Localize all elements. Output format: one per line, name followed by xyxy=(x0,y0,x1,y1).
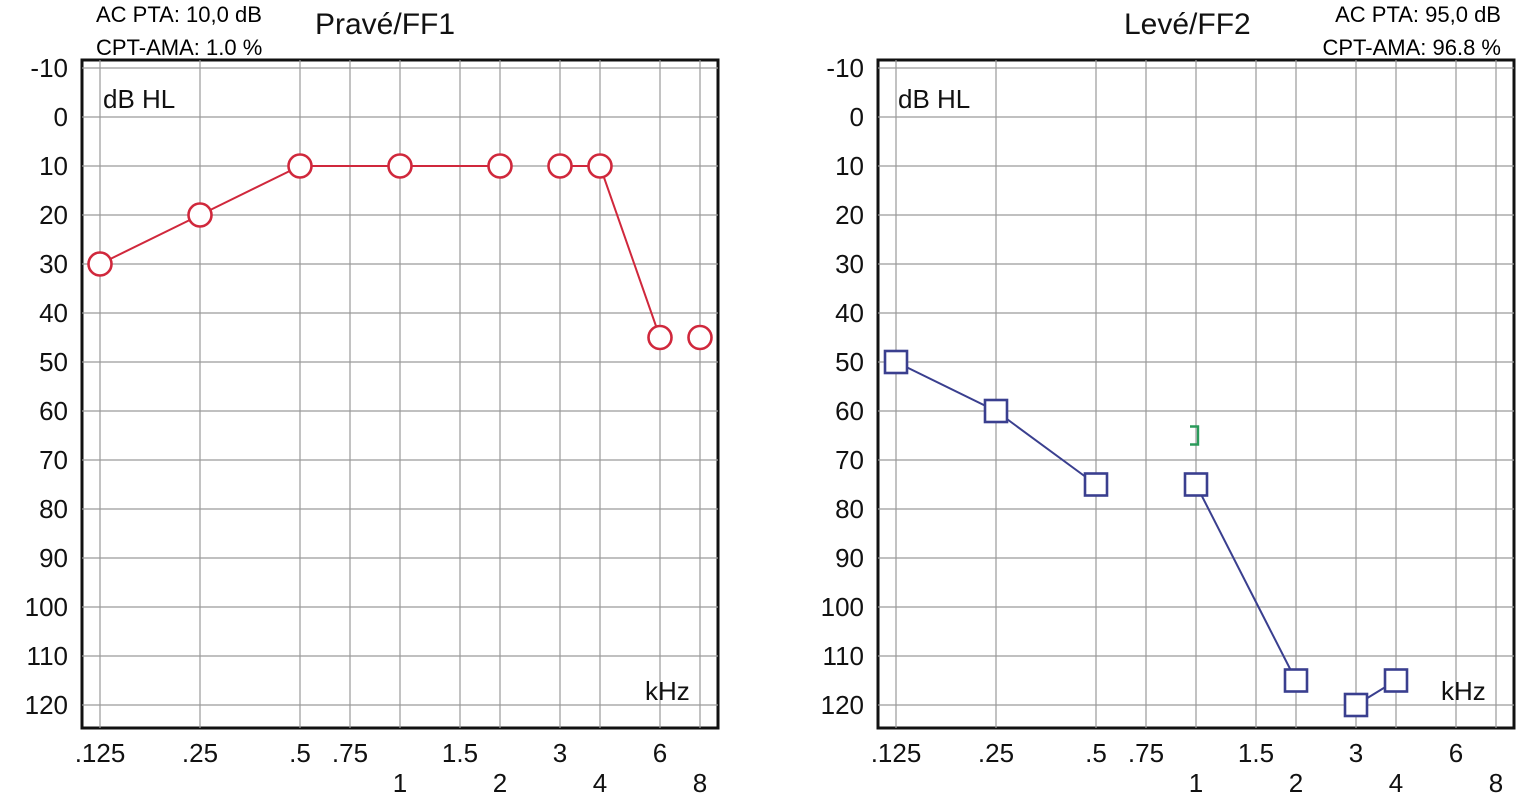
y-tick-label: 70 xyxy=(39,445,68,475)
right-ear-markers xyxy=(87,153,713,351)
left-ear-x-ticks: .125 .25 .5 .75 1.5 3 6 1 2 4 8 xyxy=(871,738,1504,798)
right-ear-series-segment xyxy=(560,165,661,338)
y-tick-label: -10 xyxy=(826,53,864,83)
y-tick-label: 120 xyxy=(25,690,68,720)
left-ear-markers xyxy=(883,349,1409,718)
x-tick-label: 3 xyxy=(553,738,567,768)
right-ear-cpt-ama: CPT-AMA: 1.0 % xyxy=(96,35,262,60)
x-tick-label: 8 xyxy=(693,768,707,798)
right-ear-data-point xyxy=(487,153,513,179)
right-ear-data-point xyxy=(287,153,313,179)
y-tick-label: 30 xyxy=(835,249,864,279)
right-ear-y-ticks: -10 0 10 20 30 40 50 60 70 80 90 100 110 120 xyxy=(25,53,68,720)
x-tick-label: .125 xyxy=(871,738,922,768)
x-tick-label: .125 xyxy=(75,738,126,768)
right-ear-data-point xyxy=(187,202,213,228)
y-tick-label: 40 xyxy=(835,298,864,328)
y-tick-label: 60 xyxy=(835,396,864,426)
x-tick-label: 1 xyxy=(1189,768,1203,798)
y-tick-label: 20 xyxy=(835,200,864,230)
y-tick-label: 120 xyxy=(821,690,864,720)
y-tick-label: 100 xyxy=(821,592,864,622)
y-tick-label: 40 xyxy=(39,298,68,328)
x-tick-label: .5 xyxy=(1085,738,1107,768)
x-tick-label: 8 xyxy=(1489,768,1503,798)
right-ear-data-point xyxy=(587,153,613,179)
y-tick-label: 80 xyxy=(39,494,68,524)
right-ear-data-point xyxy=(547,153,573,179)
left-ear-data-point xyxy=(1283,668,1309,693)
left-ear-data-point xyxy=(1383,668,1409,693)
left-ear-data-point xyxy=(983,398,1009,424)
y-tick-label: 100 xyxy=(25,592,68,622)
y-tick-label: 50 xyxy=(835,347,864,377)
x-tick-label: .75 xyxy=(332,738,368,768)
left-ear-data-point xyxy=(883,349,909,375)
x-tick-label: 2 xyxy=(493,768,507,798)
left-ear-data-point xyxy=(1083,472,1109,497)
x-tick-label: 4 xyxy=(1389,768,1403,798)
y-tick-label: 20 xyxy=(39,200,68,230)
y-tick-label: 10 xyxy=(835,151,864,181)
left-ear-title: Levé/FF2 xyxy=(1124,8,1251,41)
x-tick-label: 4 xyxy=(593,768,607,798)
x-tick-label: 6 xyxy=(653,738,667,768)
x-tick-label: .5 xyxy=(289,738,311,768)
y-tick-label: 10 xyxy=(39,151,68,181)
left-ear-cpt-ama: CPT-AMA: 96.8 % xyxy=(1322,35,1501,60)
y-tick-label: 110 xyxy=(823,641,864,671)
x-tick-label: 1.5 xyxy=(1238,738,1274,768)
y-tick-label: 80 xyxy=(835,494,864,524)
right-ear-x-ticks: .125 .25 .5 .75 1.5 3 6 1 2 4 8 xyxy=(75,738,708,798)
right-ear-data-point xyxy=(387,153,413,179)
y-tick-label: 110 xyxy=(27,641,68,671)
right-ear-data-point xyxy=(687,324,713,351)
x-tick-label: 3 xyxy=(1349,738,1363,768)
right-ear-series-line xyxy=(99,165,661,338)
right-ear-x-unit: kHz xyxy=(645,676,690,706)
audiogram-left-ear: AC PTA: 95,0 dB CPT-AMA: 96.8 % Levé/FF2… xyxy=(821,2,1516,798)
x-tick-label: .25 xyxy=(182,738,218,768)
y-tick-label: -10 xyxy=(30,53,68,83)
x-tick-label: .75 xyxy=(1128,738,1164,768)
y-tick-label: 60 xyxy=(39,396,68,426)
left-ear-bone-conduction-marker xyxy=(1190,425,1200,446)
x-tick-label: .25 xyxy=(978,738,1014,768)
y-tick-label: 0 xyxy=(54,102,68,132)
x-tick-label: 6 xyxy=(1449,738,1463,768)
left-ear-series-segment xyxy=(1195,484,1297,681)
left-ear-y-unit: dB HL xyxy=(898,84,970,114)
audiogram-right-ear: AC PTA: 10,0 dB CPT-AMA: 1.0 % Pravé/FF1… xyxy=(25,2,720,798)
x-tick-label: 2 xyxy=(1289,768,1303,798)
y-tick-label: 50 xyxy=(39,347,68,377)
left-ear-data-point xyxy=(1343,692,1369,718)
right-ear-title: Pravé/FF1 xyxy=(315,8,455,41)
y-tick-label: 90 xyxy=(835,543,864,573)
left-ear-y-ticks: -10 0 10 20 30 40 50 60 70 80 90 100 110 120 xyxy=(821,53,864,720)
y-tick-label: 30 xyxy=(39,249,68,279)
x-tick-label: 1 xyxy=(393,768,407,798)
right-ear-data-point xyxy=(87,251,113,277)
left-ear-x-unit: kHz xyxy=(1441,676,1486,706)
left-ear-ac-pta: AC PTA: 95,0 dB xyxy=(1335,2,1501,27)
left-ear-grid xyxy=(878,60,1514,728)
right-ear-y-unit: dB HL xyxy=(103,84,175,114)
y-tick-label: 0 xyxy=(850,102,864,132)
y-tick-label: 70 xyxy=(835,445,864,475)
x-tick-label: 1.5 xyxy=(442,738,478,768)
right-ear-ac-pta: AC PTA: 10,0 dB xyxy=(96,2,262,27)
right-ear-data-point xyxy=(647,324,673,351)
left-ear-data-point xyxy=(1183,472,1209,497)
y-tick-label: 90 xyxy=(39,543,68,573)
